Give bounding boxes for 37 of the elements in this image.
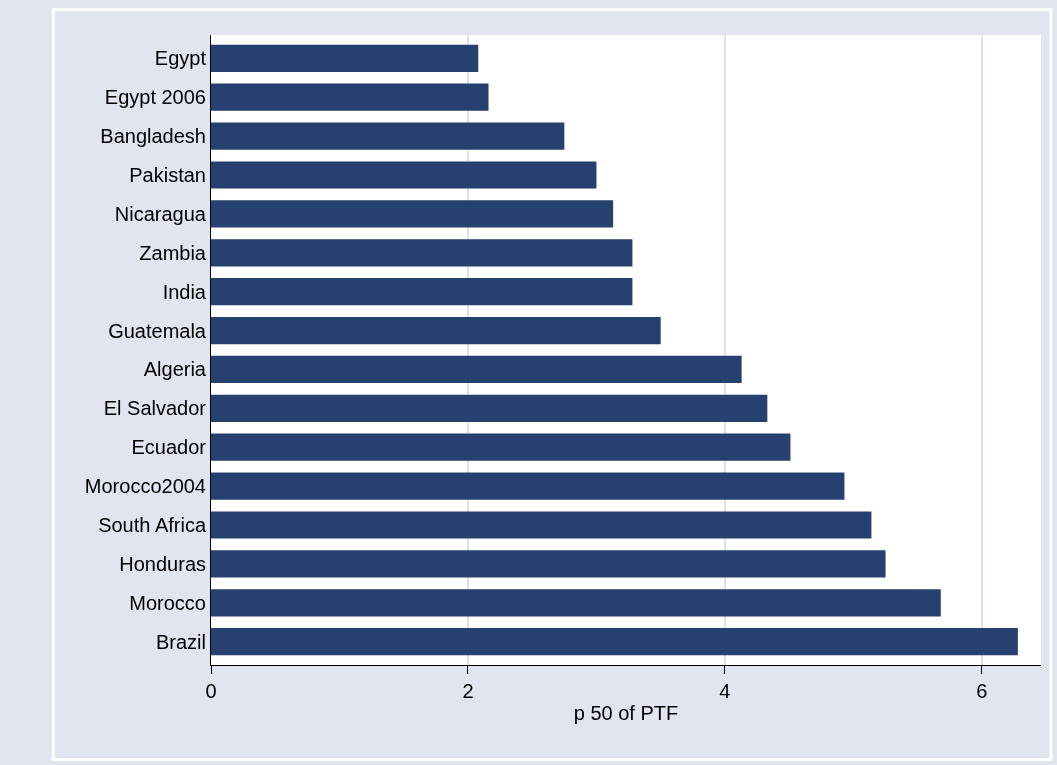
bar xyxy=(211,472,845,500)
y-tick-label: Guatemala xyxy=(108,319,207,342)
bar xyxy=(211,511,872,539)
y-tick-label: Ecuador xyxy=(131,436,207,459)
bar xyxy=(211,628,1018,656)
bar xyxy=(211,355,742,384)
x-tick-label: 2 xyxy=(462,680,474,702)
bar xyxy=(211,44,479,72)
bar xyxy=(211,316,661,345)
y-tick-label: Egypt 2006 xyxy=(104,86,206,109)
bar xyxy=(211,200,614,228)
bar xyxy=(211,589,941,617)
bar xyxy=(211,550,886,578)
bar xyxy=(211,83,489,111)
y-tick-label: Algeria xyxy=(143,358,207,381)
y-tick-label: El Salvador xyxy=(103,397,207,420)
y-tick-label: Egypt xyxy=(154,47,207,70)
x-axis-title: p 50 of PTF xyxy=(573,701,679,724)
bar xyxy=(211,394,768,422)
x-tick-label: 4 xyxy=(719,680,731,702)
bar xyxy=(211,122,565,150)
y-tick-label: India xyxy=(162,280,207,303)
y-tick-label: Nicaragua xyxy=(114,202,207,225)
x-tick-label: 0 xyxy=(205,680,217,702)
bar xyxy=(211,433,791,461)
y-tick-label: Brazil xyxy=(155,630,206,653)
y-tick-label: Honduras xyxy=(119,552,206,575)
bar xyxy=(211,278,633,306)
y-tick-label: Pakistan xyxy=(129,164,206,186)
y-tick-label: Morocco2004 xyxy=(84,475,206,498)
y-tick-label: Zambia xyxy=(139,241,207,264)
bar xyxy=(211,161,597,189)
y-tick-label: South Africa xyxy=(98,514,207,536)
y-tick-label: Morocco xyxy=(129,591,206,614)
x-tick-label: 6 xyxy=(976,680,988,702)
bar xyxy=(211,239,633,267)
y-tick-label: Bangladesh xyxy=(100,125,206,148)
